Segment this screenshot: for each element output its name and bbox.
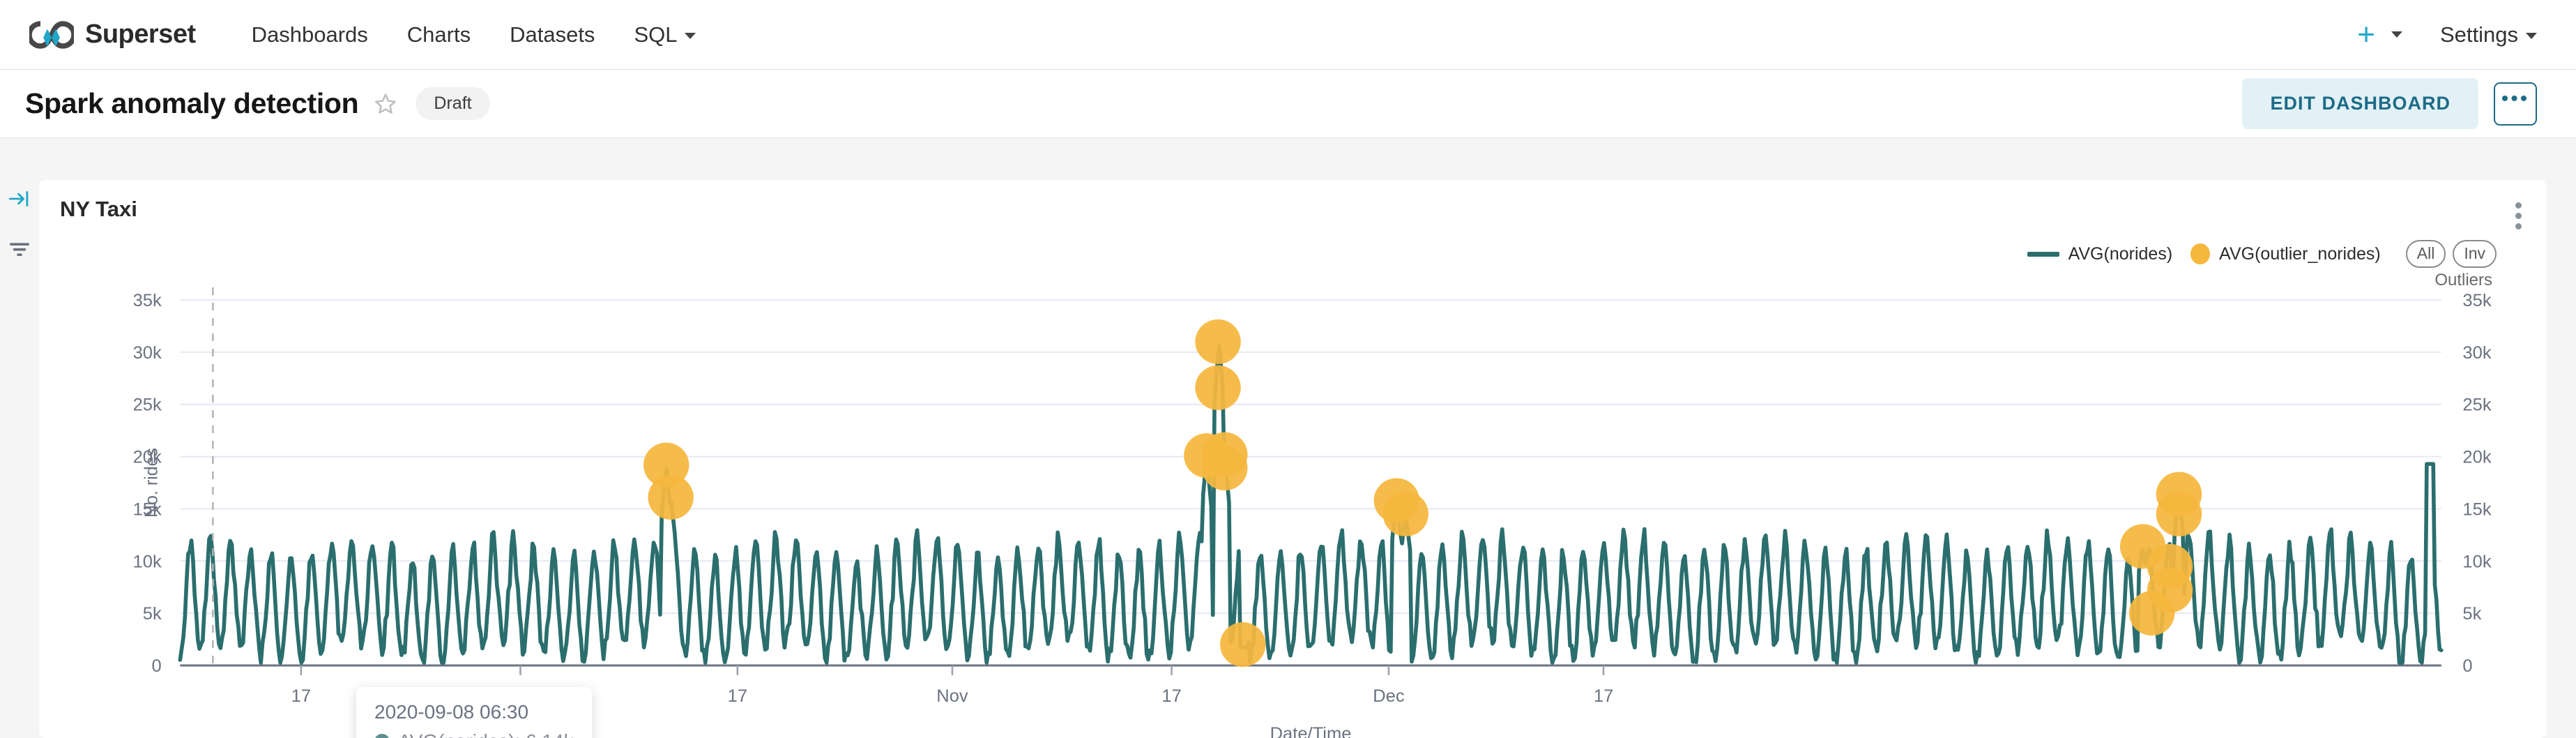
legend-item-avg-outlier-norides[interactable]: AVG(outlier_norides) <box>2190 243 2381 265</box>
y-axis-tick-label: 15k <box>133 500 162 520</box>
chart-legend: AVG(norides) AVG(outlier_norides) All In… <box>2027 240 2497 269</box>
new-item-button[interactable]: + <box>2357 17 2402 52</box>
nav-links: Dashboards Charts Datasets SQL <box>232 0 716 70</box>
y-axis-right-tick-label: 10k <box>2462 552 2492 572</box>
outlier-marker[interactable] <box>1202 432 1248 477</box>
y-axis-tick-label: 30k <box>133 343 162 363</box>
nav-link-charts-label: Charts <box>406 22 471 47</box>
brand[interactable]: Superset <box>26 20 196 50</box>
legend-line-marker-icon <box>2027 251 2059 257</box>
chart-card-ny-taxi: NY Taxi AVG(norides) AVG(outlier_norides… <box>39 180 2547 738</box>
y-axis-right-tick-label: 35k <box>2462 291 2492 310</box>
tooltip-series-row: AVG(norides): 6.14k <box>374 730 574 738</box>
chart-tooltip: 2020-09-08 06:30 AVG(norides): 6.14k <box>356 687 592 738</box>
y-axis-right-tick-label: 20k <box>2462 448 2492 467</box>
kebab-menu-icon[interactable] <box>2511 198 2526 234</box>
filter-icon[interactable] <box>8 239 31 259</box>
legend-select-all-button[interactable]: All <box>2405 240 2446 269</box>
chevron-down-icon <box>2526 32 2537 39</box>
y-axis-tick-label: 25k <box>133 396 162 415</box>
legend-circle-marker-icon <box>2190 243 2211 265</box>
nav-link-datasets-label: Datasets <box>510 22 595 47</box>
y-axis-tick-label: 5k <box>143 604 162 624</box>
dashboard-header: Spark anomaly detection Draft EDIT DASHB… <box>0 70 2576 138</box>
tooltip-series-value: AVG(norides): 6.14k <box>398 730 574 738</box>
chevron-down-icon <box>2391 31 2402 38</box>
legend-item-avg-norides-label: AVG(norides) <box>2068 243 2173 264</box>
x-axis-tick-label: Nov <box>936 686 968 706</box>
top-navbar: Superset Dashboards Charts Datasets SQL … <box>0 0 2576 70</box>
left-rail <box>0 138 39 738</box>
nav-link-datasets[interactable]: Datasets <box>490 0 614 70</box>
favorite-star-icon[interactable] <box>374 92 397 116</box>
status-badge: Draft <box>416 87 490 120</box>
series-line-avg-norides[interactable] <box>178 342 2444 665</box>
nav-link-sql[interactable]: SQL <box>614 0 715 70</box>
superset-infinity-logo-icon <box>26 20 77 49</box>
y-axis-tick-label: 35k <box>133 291 162 310</box>
plus-icon: + <box>2357 17 2375 52</box>
page-title: Spark anomaly detection <box>25 87 359 119</box>
dashboard-more-button[interactable]: ••• <box>2494 82 2537 126</box>
nav-link-charts[interactable]: Charts <box>388 0 490 70</box>
outlier-marker[interactable] <box>1220 622 1266 668</box>
y-axis-right-tick-label: 5k <box>2462 604 2481 624</box>
tooltip-timestamp: 2020-09-08 06:30 <box>374 701 529 723</box>
y-axis-right-tick-label: 0 <box>2462 656 2472 676</box>
outlier-marker[interactable] <box>2156 491 2202 536</box>
chart-plot-area[interactable]: 0 0 5k 5k 10k 10k 15k 15k 20k 20k 25k 25k 30k 30k 35k 3… <box>39 285 2547 738</box>
y-axis-right-tick-label: 30k <box>2462 343 2492 363</box>
edit-dashboard-button[interactable]: EDIT DASHBOARD <box>2242 78 2478 129</box>
y-axis-right-tick-label: 25k <box>2462 396 2492 415</box>
brand-name: Superset <box>85 20 196 49</box>
x-axis-tick-label: 17 <box>1161 686 1181 706</box>
chevron-down-icon <box>685 32 696 39</box>
legend-item-avg-norides[interactable]: AVG(norides) <box>2027 243 2173 264</box>
legend-item-avg-outlier-norides-label: AVG(outlier_norides) <box>2219 243 2381 264</box>
y-axis-tick-label: 10k <box>133 552 162 572</box>
settings-menu[interactable]: Settings <box>2440 22 2537 47</box>
nav-link-dashboards-label: Dashboards <box>251 22 368 47</box>
x-axis-tick-label: 17 <box>291 686 311 706</box>
y-axis-tick-label: 20k <box>133 448 162 467</box>
y-axis-right-tick-label: 15k <box>2462 500 2492 520</box>
expand-panel-icon[interactable] <box>8 188 31 209</box>
outlier-marker[interactable] <box>1195 365 1241 410</box>
chart-title: NY Taxi <box>60 197 137 221</box>
outlier-marker[interactable] <box>1195 319 1241 364</box>
dashboard-actions: EDIT DASHBOARD ••• <box>2242 78 2537 129</box>
x-axis-tick-label: Dec <box>1373 686 1404 706</box>
outlier-marker[interactable] <box>2128 591 2175 636</box>
nav-right: + Settings <box>2357 17 2537 52</box>
y-axis-title: No. rides <box>142 448 161 518</box>
nav-link-dashboards[interactable]: Dashboards <box>232 0 388 70</box>
outlier-marker[interactable] <box>648 474 694 520</box>
x-axis-tick-label: 17 <box>728 686 747 706</box>
dashboard-body: NY Taxi AVG(norides) AVG(outlier_norides… <box>0 138 2576 738</box>
y-axis-tick-label: 0 <box>152 656 162 676</box>
x-axis-title: Date/Time <box>1270 724 1352 738</box>
x-axis-tick-label: 17 <box>1594 686 1613 706</box>
settings-label: Settings <box>2439 22 2518 47</box>
outlier-marker[interactable] <box>1382 491 1428 536</box>
legend-group-label: Outliers <box>2434 271 2492 289</box>
nav-link-sql-label: SQL <box>634 22 678 47</box>
legend-invert-button[interactable]: Inv <box>2453 240 2497 269</box>
tooltip-series-dot-icon <box>374 734 390 738</box>
